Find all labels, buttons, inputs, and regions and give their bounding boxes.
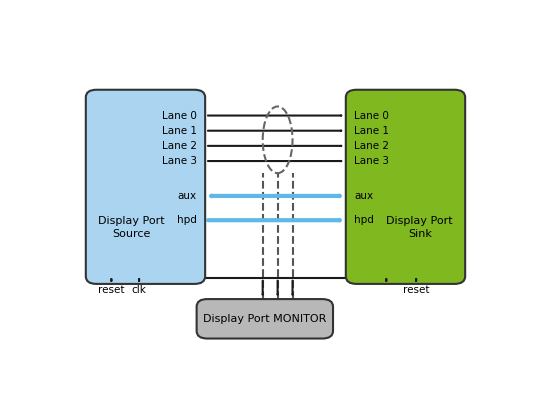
Text: Lane 3: Lane 3 [162,156,197,166]
Text: hpd: hpd [177,215,197,225]
FancyBboxPatch shape [197,299,333,338]
Text: Display Port MONITOR: Display Port MONITOR [203,314,327,324]
Text: Lane 1: Lane 1 [162,126,197,136]
Text: hpd: hpd [354,215,374,225]
Text: Display Port
Source: Display Port Source [98,216,164,239]
Text: Lane 2: Lane 2 [162,141,197,151]
FancyBboxPatch shape [346,90,465,284]
Text: Display Port
Sink: Display Port Sink [387,216,453,239]
Text: Lane 1: Lane 1 [354,126,389,136]
Text: Lane 2: Lane 2 [354,141,389,151]
Text: Lane 0: Lane 0 [354,111,389,121]
Text: reset: reset [98,285,125,296]
Text: reset: reset [403,285,430,296]
Text: aux: aux [354,191,373,201]
Text: clk: clk [131,285,146,296]
Text: Lane 0: Lane 0 [162,111,197,121]
FancyBboxPatch shape [86,90,205,284]
Text: aux: aux [178,191,197,201]
Text: Lane 3: Lane 3 [354,156,389,166]
